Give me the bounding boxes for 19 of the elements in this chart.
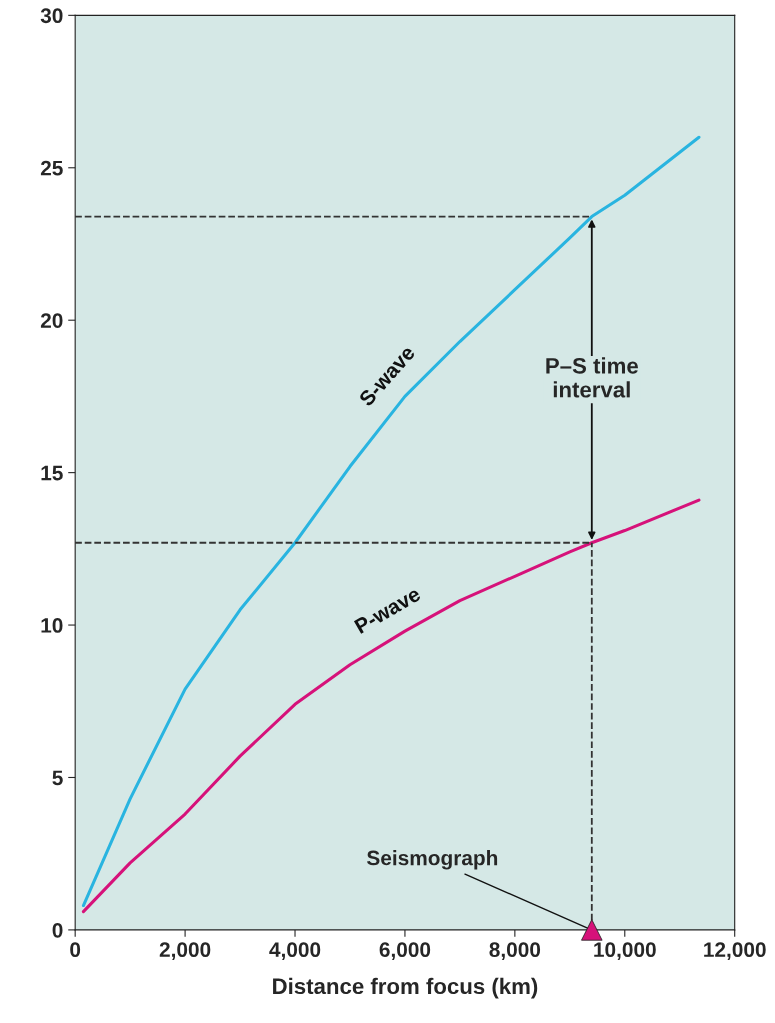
x-tick-label: 2,000 xyxy=(159,942,211,961)
x-axis-title: Distance from focus (km) xyxy=(273,977,538,999)
x-tick-label: 6,000 xyxy=(379,942,431,961)
x-tick-label: 10,000 xyxy=(594,942,656,961)
annotation: Seismograph xyxy=(367,850,498,870)
y-tick-label: 10 xyxy=(41,618,63,633)
x-tick-label: 0 xyxy=(70,942,81,958)
line-series xyxy=(81,498,701,914)
x-tick-label: 12,000 xyxy=(704,942,766,961)
y-tick-label: 15 xyxy=(41,465,63,481)
y-tick-label: 30 xyxy=(40,8,63,24)
x-tick-label: 8,000 xyxy=(489,942,541,961)
line-series xyxy=(81,135,701,908)
y-tick-label: 20 xyxy=(40,313,63,328)
y-tick-label: 25 xyxy=(40,160,63,176)
annotation: P–S time interval xyxy=(546,357,638,398)
y-tick-label: 5 xyxy=(52,770,63,786)
y-tick-label: 0 xyxy=(52,922,63,938)
x-tick-label: 4,000 xyxy=(269,942,321,961)
